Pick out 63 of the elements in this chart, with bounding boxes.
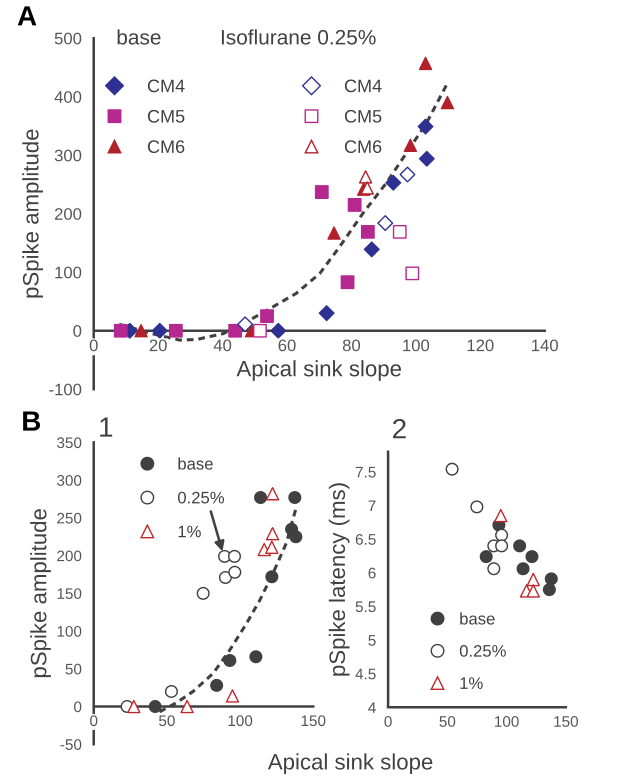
legend-label: CM6	[148, 140, 184, 154]
text: B	[23, 412, 40, 431]
y-tick-label: 150	[58, 588, 82, 600]
x-tick-label: 50	[439, 716, 456, 727]
legend-label: CM4	[344, 80, 382, 92]
x-tick-label: 100	[403, 339, 430, 352]
x-tick-label: 0	[90, 715, 98, 726]
y-tick-label: 4	[368, 702, 376, 713]
y-tick-label: 250	[57, 512, 82, 524]
x-tick-label: 150	[302, 715, 326, 726]
y-tick-label: 7.5	[356, 466, 376, 478]
legend-label: base	[460, 612, 495, 625]
y-tick-label: -100	[49, 384, 82, 396]
y-tick-label: 7	[368, 500, 376, 512]
x-tick-label: 40	[214, 339, 232, 352]
y-tick-label: 6	[368, 568, 376, 578]
legend-label: CM5	[344, 110, 382, 123]
y-tick-label: -50	[60, 739, 82, 750]
x-tick-label: 150	[554, 716, 578, 727]
y-tick-label: 6.5	[356, 534, 376, 545]
y-tick-label: 0	[73, 325, 82, 337]
y-tick-label: 0	[74, 701, 82, 712]
annotation: Isoflurane 0.25%	[222, 29, 376, 45]
annotation: base	[118, 29, 161, 45]
y-tick-label: 4.5	[355, 668, 376, 680]
y-axis-title: pSpike latency (ms)	[328, 483, 350, 676]
y-tick-label: 200	[54, 208, 82, 220]
x-axis-title: Apical sink slope	[236, 360, 401, 381]
x-tick-label: 140	[532, 339, 558, 352]
legend-label: CM5	[148, 110, 184, 123]
y-tick-label: 100	[55, 266, 82, 278]
legend-label: 1%	[460, 677, 483, 689]
x-tick-label: 20	[150, 339, 167, 352]
text: 2	[393, 418, 406, 438]
text: 1	[100, 418, 112, 437]
y-tick-label: 300	[54, 150, 82, 162]
y-axis-title: pSpike amplitude	[22, 129, 44, 298]
y-tick-label: 5	[368, 635, 376, 646]
text: A	[18, 6, 36, 26]
x-tick-label: 80	[342, 339, 360, 352]
y-tick-label: 500	[54, 32, 82, 44]
y-axis-title: pSpike amplitude	[30, 509, 51, 678]
y-tick-label: 400	[54, 91, 82, 103]
legend-label: 0.25%	[178, 492, 224, 504]
y-tick-label: 5.5	[356, 601, 376, 612]
x-tick-label: 0	[90, 339, 98, 352]
legend-label: CM4	[148, 80, 185, 92]
x-tick-label: 50	[159, 715, 175, 726]
y-tick-label: 200	[57, 550, 82, 562]
x-tick-label: 100	[495, 716, 519, 727]
legend-label: 0.25%	[460, 645, 506, 657]
x-tick-label: 100	[228, 715, 252, 726]
y-tick-label: 350	[57, 437, 82, 448]
legend-label: 1%	[178, 526, 201, 538]
x-axis-title: Apical sink slope	[268, 753, 432, 774]
x-tick-label: 120	[468, 339, 494, 352]
legend-label: CM6	[344, 140, 382, 154]
y-tick-label: 100	[58, 626, 82, 637]
x-tick-label: 0	[384, 716, 392, 727]
y-tick-label: 50	[66, 664, 82, 674]
y-tick-label: 300	[57, 475, 82, 486]
x-tick-label: 60	[278, 339, 296, 352]
legend-label: base	[178, 457, 213, 470]
